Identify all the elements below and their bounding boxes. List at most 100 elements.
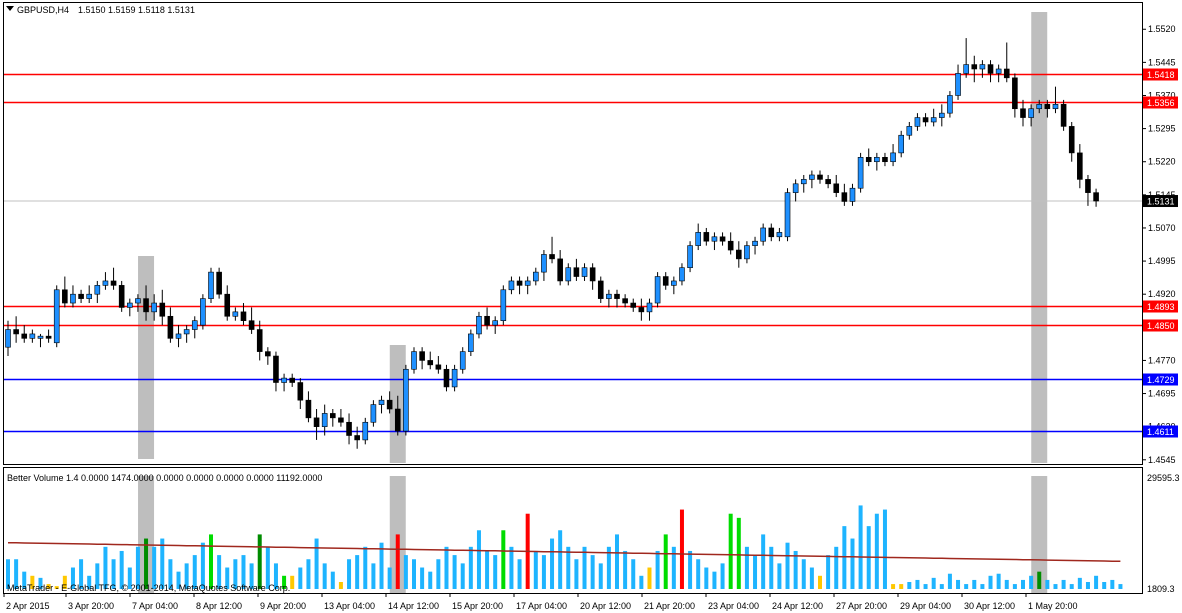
level-price-label-2: 1.4893 xyxy=(1147,302,1175,312)
candle-body-69 xyxy=(565,267,572,282)
volume-bar-30 xyxy=(249,563,254,589)
triangle-down-icon[interactable] xyxy=(6,6,14,11)
time-tick-label-6: 14 Apr 12:00 xyxy=(388,601,439,611)
volume-bar-54 xyxy=(444,546,449,589)
candle-body-110 xyxy=(898,134,905,154)
time-tick-label-3: 8 Apr 12:00 xyxy=(196,601,242,611)
candle-body-105 xyxy=(857,157,864,189)
volume-bar-104 xyxy=(850,538,855,589)
volume-bar-102 xyxy=(834,546,839,589)
price-tick-label-13: 1.4545 xyxy=(1148,455,1176,465)
candle-body-76 xyxy=(622,298,628,304)
price-tick-label-10: 1.4770 xyxy=(1148,355,1176,365)
volume-bar-36 xyxy=(298,567,303,589)
time-tick-label-11: 23 Apr 04:00 xyxy=(708,601,759,611)
volume-bar-82 xyxy=(671,546,676,589)
volume-bar-74 xyxy=(606,546,611,589)
volume-bar-100 xyxy=(818,575,822,589)
candle-body-38 xyxy=(313,417,320,427)
candle-body-20 xyxy=(167,315,174,339)
volume-bar-43 xyxy=(355,555,360,589)
candle-body-58 xyxy=(476,315,482,335)
candle-body-60 xyxy=(492,320,499,326)
candle-body-19 xyxy=(159,302,166,317)
candle-body-54 xyxy=(443,368,450,388)
volume-bar-45 xyxy=(371,563,376,589)
candle-body-111 xyxy=(906,126,913,136)
volume-bar-27 xyxy=(225,567,230,589)
volume-bar-50 xyxy=(412,559,416,589)
time-tick-label-1: 3 Apr 20:00 xyxy=(68,601,114,611)
chart-symbol-title: GBPUSD,H4 xyxy=(17,5,69,15)
candle-body-25 xyxy=(208,271,214,299)
candle-body-14 xyxy=(118,285,125,308)
volume-scale-bottom: 1809.3 xyxy=(1147,584,1175,594)
volume-bar-108 xyxy=(882,509,887,589)
level-price-tags: 1.5418 1.5356 1.4893 1.4850 1.4729 1.4611 1.51… xyxy=(1143,68,1178,438)
volume-bar-35 xyxy=(290,575,295,589)
volume-bar-67 xyxy=(550,538,555,589)
candle-body-17 xyxy=(143,298,149,313)
candle-body-43 xyxy=(354,435,360,441)
candle-body-29 xyxy=(240,311,247,321)
time-tick-label-12: 24 Apr 12:00 xyxy=(772,601,823,611)
level-price-tag-1 xyxy=(1143,96,1178,109)
candle-body-87 xyxy=(711,236,718,242)
volume-bar-6 xyxy=(54,586,59,589)
candle-body-96 xyxy=(784,192,791,238)
time-axis: 2 Apr 2015 3 Apr 20:00 7 Apr 04:00 8 Apr 12… xyxy=(3,593,1078,611)
volume-bar-114 xyxy=(931,577,936,589)
candle-body-42 xyxy=(346,421,352,436)
volume-bar-85 xyxy=(696,559,701,589)
candle-body-117 xyxy=(955,73,961,96)
candle-body-122 xyxy=(995,68,1002,74)
candle-body-36 xyxy=(297,382,304,401)
candle-body-28 xyxy=(232,311,239,317)
time-tick-label-2: 7 Apr 04:00 xyxy=(132,601,178,611)
price-tick-label-3: 1.5295 xyxy=(1148,124,1176,134)
volume-panel-frame xyxy=(3,467,1143,594)
price-tick-label-5: 1.5145 xyxy=(1148,190,1176,200)
candle-body-73 xyxy=(597,280,604,299)
candle-body-15 xyxy=(127,302,133,308)
candle-body-132 xyxy=(1077,152,1083,180)
candle-body-30 xyxy=(248,320,255,330)
candle-body-32 xyxy=(265,351,271,357)
candles xyxy=(5,38,1099,449)
candle-body-61 xyxy=(500,289,507,321)
time-tick-label-7: 15 Apr 20:00 xyxy=(452,601,503,611)
price-tick-label-8: 1.4920 xyxy=(1148,289,1176,299)
volume-bar-125 xyxy=(1021,579,1025,589)
level-price-tag-3 xyxy=(1143,319,1178,332)
volume-bar-105 xyxy=(858,505,863,589)
volume-bar-59 xyxy=(485,550,490,589)
volume-bar-87 xyxy=(712,571,717,589)
volume-bar-116 xyxy=(947,573,952,589)
volume-bar-15 xyxy=(127,567,132,589)
volume-bar-34 xyxy=(282,575,287,589)
volume-bar-119 xyxy=(972,579,977,589)
volume-bar-24 xyxy=(200,542,205,589)
volume-bar-49 xyxy=(403,555,408,589)
volume-bar-41 xyxy=(338,582,343,589)
volume-bar-137 xyxy=(1118,584,1123,589)
volume-bar-10 xyxy=(87,575,92,589)
candle-body-41 xyxy=(338,417,344,423)
candle-body-106 xyxy=(865,157,872,163)
volume-bar-101 xyxy=(826,555,831,589)
level-price-tag-4 xyxy=(1143,373,1178,386)
volume-bar-14 xyxy=(119,550,124,589)
volume-bar-93 xyxy=(761,534,766,589)
candle-body-31 xyxy=(256,329,263,352)
volume-bar-75 xyxy=(615,534,619,589)
volume-bar-95 xyxy=(777,563,782,589)
volume-bar-60 xyxy=(493,555,498,589)
volume-bar-110 xyxy=(899,584,904,589)
candle-body-124 xyxy=(1012,77,1018,110)
candle-body-77 xyxy=(630,302,637,308)
candle-body-93 xyxy=(760,227,766,242)
level-price-tag-0 xyxy=(1143,68,1178,81)
volume-bar-8 xyxy=(70,567,75,589)
volume-bar-47 xyxy=(387,567,392,589)
